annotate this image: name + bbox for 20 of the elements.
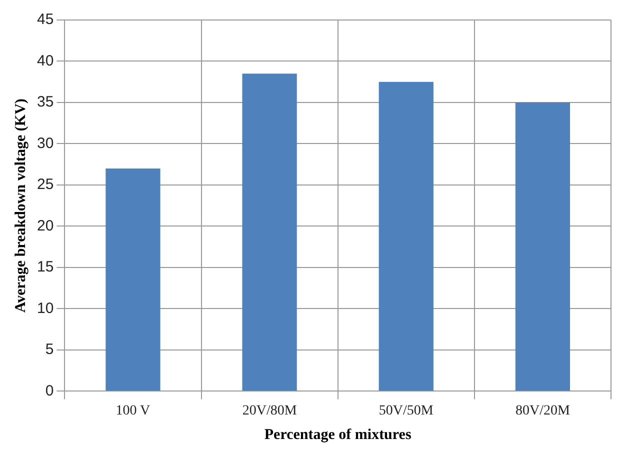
- x-tick-label: 80V/20M: [515, 403, 570, 418]
- y-tick-label: 5: [45, 341, 54, 358]
- y-tick-label: 10: [36, 300, 54, 317]
- bar: [106, 168, 160, 391]
- y-tick-label: 40: [36, 52, 54, 70]
- x-axis-title: Percentage of mixtures: [264, 426, 412, 443]
- x-tick-label: 50V/50M: [378, 403, 434, 418]
- y-tick-label: 20: [36, 217, 54, 234]
- x-tick-label: 20V/80M: [242, 403, 298, 418]
- y-tick-label: 30: [36, 134, 54, 152]
- y-tick-label: 15: [36, 258, 54, 276]
- bar: [515, 102, 570, 391]
- y-axis-title: Average breakdown voltage (KV): [12, 98, 29, 313]
- y-tick-label: 35: [36, 94, 54, 111]
- y-tick-label: 45: [36, 11, 54, 28]
- bar: [242, 74, 297, 391]
- y-tick-label: 0: [45, 382, 54, 400]
- x-tick-label: 100 V: [116, 403, 150, 418]
- bar: [378, 82, 434, 391]
- y-tick-label: 25: [36, 176, 54, 194]
